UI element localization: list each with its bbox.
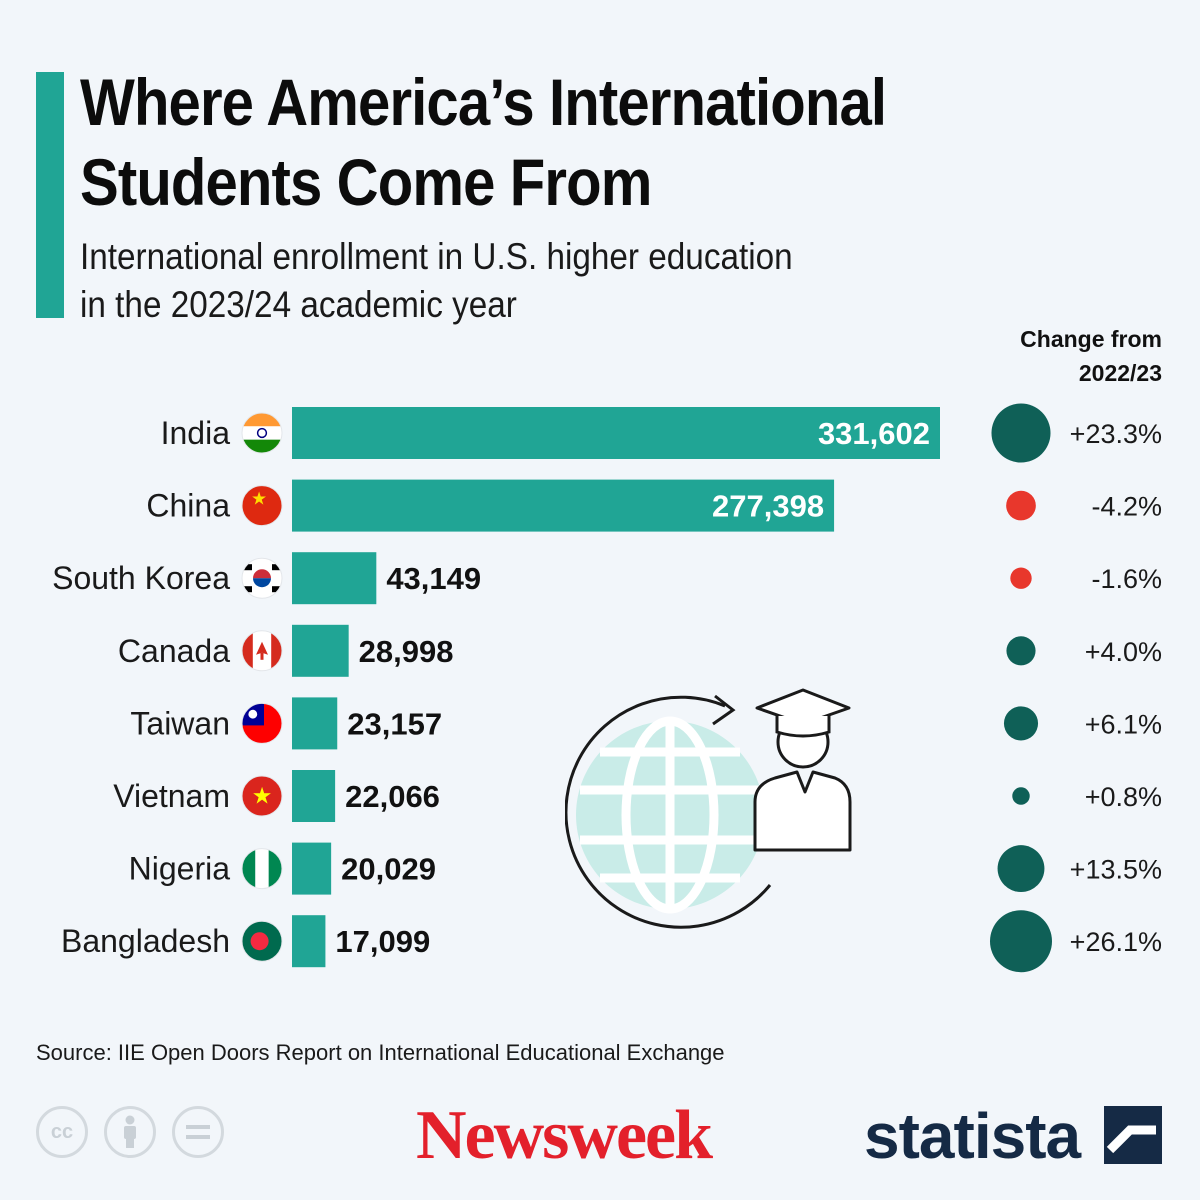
creative-commons-icon: cc [36, 1106, 88, 1158]
arrow-icon [712, 694, 736, 726]
statista-mark-icon [1104, 1106, 1162, 1164]
change-bubble [997, 845, 1045, 893]
change-label: +13.5% [1070, 855, 1162, 885]
change-header-line-1: Change from [1020, 326, 1162, 352]
chart-title: Where America’s International Students C… [80, 65, 887, 219]
country-label: Nigeria [129, 851, 231, 887]
change-bubble [1006, 490, 1036, 521]
country-label: Taiwan [130, 705, 230, 741]
change-bubble [1012, 787, 1030, 805]
bar [292, 697, 338, 750]
country-label: Vietnam [113, 778, 230, 814]
nigeria-flag-icon [241, 848, 283, 890]
change-label: -4.2% [1091, 492, 1162, 522]
bar [292, 624, 349, 677]
change-column-header: Change from 2022/23 [1020, 322, 1162, 390]
china-flag-icon: ★ [241, 485, 283, 527]
value-label: 23,157 [347, 706, 442, 741]
bar [292, 915, 326, 968]
no-derivatives-icon [172, 1106, 224, 1158]
change-bubble [1006, 636, 1036, 666]
change-label: +0.8% [1085, 782, 1162, 812]
change-label: +23.3% [1070, 419, 1162, 449]
bar [292, 770, 336, 822]
change-label: +6.1% [1085, 709, 1162, 739]
india-flag-icon [241, 412, 283, 454]
change-label: -1.6% [1091, 564, 1162, 594]
country-label: Bangladesh [61, 923, 230, 959]
change-bubble [990, 910, 1052, 973]
license-icons: cc [36, 1106, 224, 1158]
change-label: +26.1% [1070, 927, 1162, 957]
title-accent-bar [36, 72, 64, 318]
change-bubble [1003, 706, 1039, 741]
subtitle-line-2: in the 2023/24 academic year [80, 284, 517, 325]
globe-student-illustration [565, 688, 852, 929]
value-label: 28,998 [359, 634, 454, 669]
country-label: China [146, 488, 230, 524]
svg-text:★: ★ [251, 489, 267, 510]
value-label: 17,099 [335, 924, 430, 959]
change-label: +4.0% [1085, 637, 1162, 667]
chart-subtitle: International enrollment in U.S. higher … [80, 233, 890, 329]
statista-logo: statista [864, 1100, 1081, 1172]
bar [292, 479, 835, 532]
canada-flag-icon [241, 630, 283, 672]
bangladesh-flag-icon [241, 920, 283, 962]
change-header-line-2: 2022/23 [1078, 360, 1162, 386]
change-bubble [991, 403, 1051, 463]
south-korea-flag-icon [241, 557, 283, 599]
attribution-icon [104, 1106, 156, 1158]
bar [292, 407, 940, 459]
svg-text:★: ★ [252, 784, 273, 810]
vietnam-flag-icon: ★ [241, 775, 283, 817]
graduate-icon [753, 688, 852, 852]
value-label: 22,066 [345, 779, 440, 814]
enrollment-bar-chart: India 331,602 +23.3% China ★ 277,398 -4.2% Sout… [52, 403, 1162, 973]
change-bubble [1010, 567, 1032, 589]
bar [292, 552, 377, 605]
newsweek-logo: Newsweek [416, 1097, 713, 1174]
value-label: 20,029 [341, 852, 436, 887]
taiwan-flag-icon [241, 702, 283, 744]
subtitle-line-1: International enrollment in U.S. higher … [80, 236, 793, 277]
country-label: India [161, 415, 231, 451]
country-label: Canada [118, 633, 230, 669]
value-label: 277,398 [712, 489, 824, 524]
value-label: 43,149 [386, 561, 481, 596]
country-label: South Korea [52, 560, 230, 596]
bar [292, 842, 332, 895]
source-note: Source: IIE Open Doors Report on Interna… [36, 1040, 725, 1065]
value-label: 331,602 [818, 416, 930, 451]
